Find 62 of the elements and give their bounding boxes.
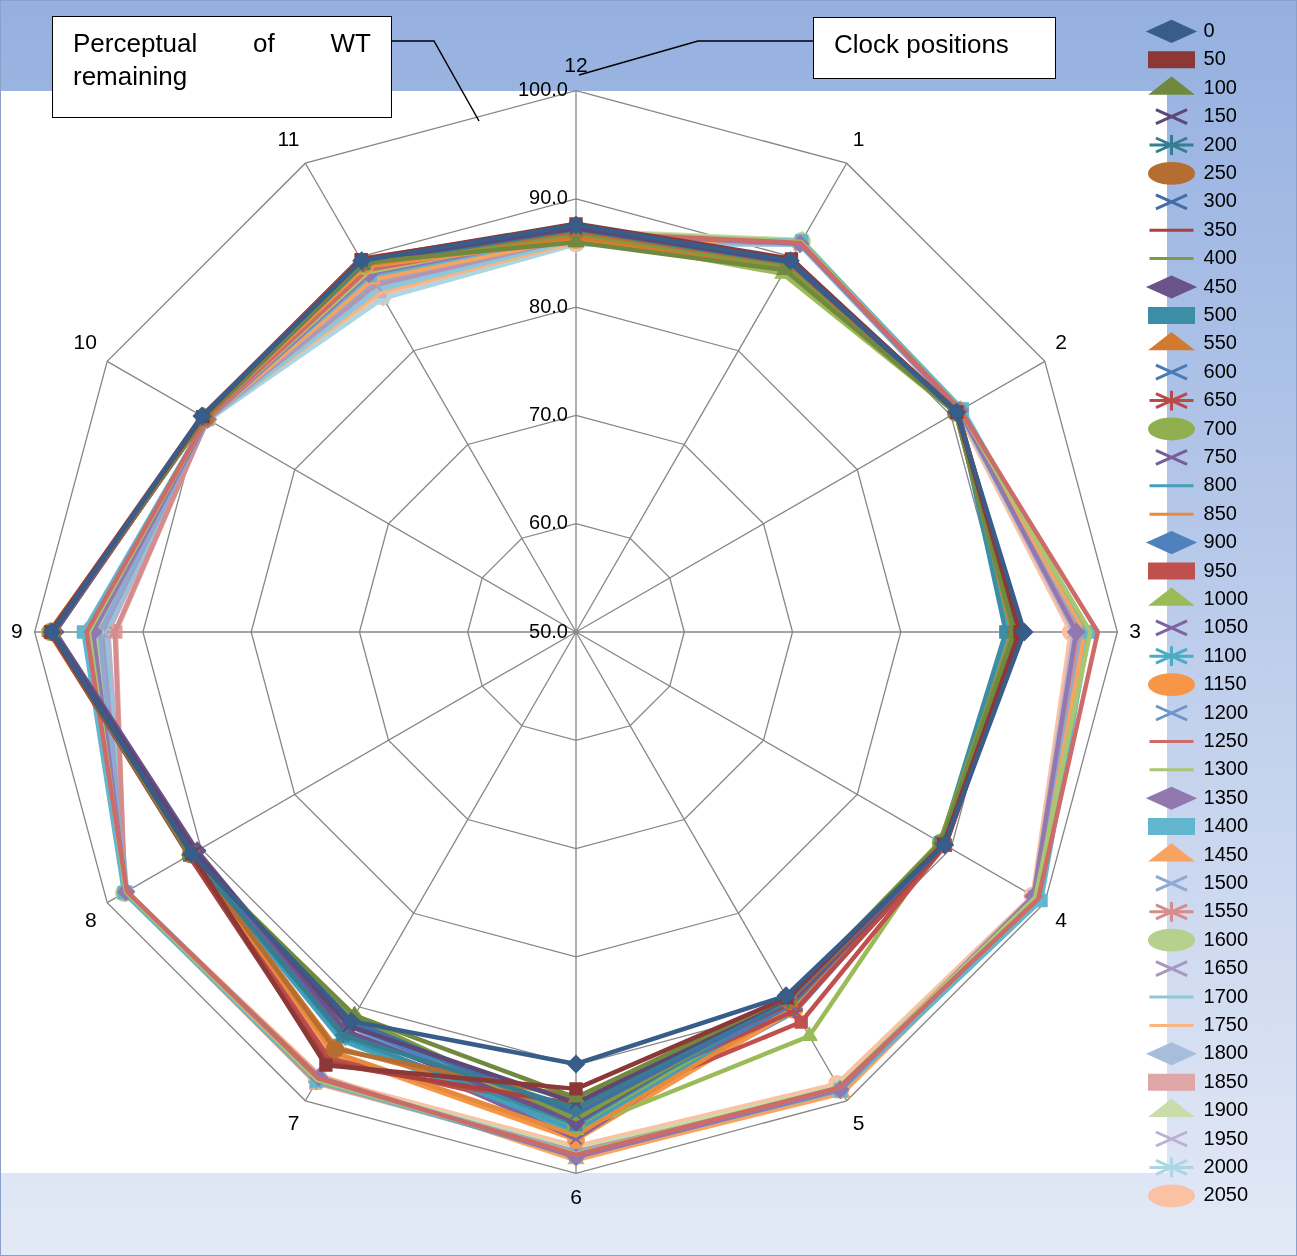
legend-label: 100 — [1203, 75, 1237, 98]
legend-label: 2000 — [1203, 1154, 1249, 1177]
legend-label: 50 — [1203, 47, 1226, 70]
legend-label: 1050 — [1203, 615, 1249, 638]
legend-label: 150 — [1203, 104, 1237, 127]
legend-label: 900 — [1203, 530, 1237, 553]
legend-label: 600 — [1203, 359, 1237, 382]
legend-label: 850 — [1203, 501, 1237, 524]
spoke-label: 4 — [1055, 908, 1068, 932]
legend-label: 1850 — [1203, 1069, 1249, 1092]
legend-label: 1650 — [1203, 956, 1249, 979]
legend-label: 650 — [1203, 388, 1237, 411]
legend-label: 350 — [1203, 217, 1237, 240]
spoke-label: 8 — [85, 908, 97, 932]
y-tick-label: 100.0 — [517, 78, 568, 101]
legend-label: 300 — [1203, 189, 1237, 212]
legend-label: 500 — [1203, 302, 1237, 325]
legend-label: 1900 — [1203, 1098, 1249, 1121]
spoke-label: 3 — [1129, 618, 1142, 642]
spoke-label: 11 — [277, 127, 300, 151]
legend-label: 1350 — [1203, 785, 1249, 808]
legend-label: 1300 — [1203, 757, 1249, 780]
legend-label: 1800 — [1203, 1041, 1249, 1064]
legend-label: 700 — [1203, 416, 1237, 439]
legend-label: 950 — [1203, 558, 1237, 581]
spoke-label: 1 — [852, 127, 865, 151]
y-tick-label: 60.0 — [529, 511, 568, 534]
spoke-label: 10 — [73, 329, 97, 353]
legend-label: 400 — [1203, 246, 1237, 269]
text: Perceptual of WT remaining — [52, 16, 392, 118]
legend-label: 1450 — [1203, 842, 1249, 865]
legend-label: 1200 — [1203, 700, 1249, 723]
legend-label: 1550 — [1203, 899, 1249, 922]
spoke-label: 9 — [10, 618, 23, 642]
legend-label: 450 — [1203, 274, 1237, 297]
legend-label: 1950 — [1203, 1126, 1249, 1149]
legend-label: 2050 — [1203, 1183, 1249, 1206]
legend-label: 550 — [1203, 331, 1237, 354]
legend-label: 200 — [1203, 132, 1237, 155]
legend-label: 1400 — [1203, 814, 1249, 837]
legend-label: 800 — [1203, 473, 1237, 496]
spoke-label: 6 — [570, 1184, 582, 1208]
legend-label: 250 — [1203, 160, 1237, 183]
spoke-label: 5 — [852, 1110, 865, 1134]
y-tick-label: 50.0 — [529, 619, 568, 642]
legend-label: 1700 — [1203, 984, 1249, 1007]
y-tick-label: 90.0 — [529, 186, 568, 209]
legend-label: 1750 — [1203, 1012, 1249, 1035]
legend-label: 1500 — [1203, 870, 1249, 893]
legend-label: 1600 — [1203, 927, 1249, 950]
legend-label: 0 — [1203, 18, 1215, 41]
spoke-label: 2 — [1055, 329, 1067, 353]
spoke-label: 7 — [287, 1110, 300, 1134]
legend-label: 1250 — [1203, 728, 1249, 751]
legend-label: 1150 — [1203, 672, 1247, 695]
legend-label: 750 — [1203, 444, 1237, 467]
y-tick-label: 70.0 — [529, 402, 568, 425]
text: Clock positions — [813, 17, 1056, 79]
spoke-label: 12 — [564, 52, 588, 76]
legend-label: 1100 — [1203, 643, 1247, 666]
y-tick-label: 80.0 — [529, 294, 568, 317]
legend-label: 1000 — [1203, 586, 1249, 609]
